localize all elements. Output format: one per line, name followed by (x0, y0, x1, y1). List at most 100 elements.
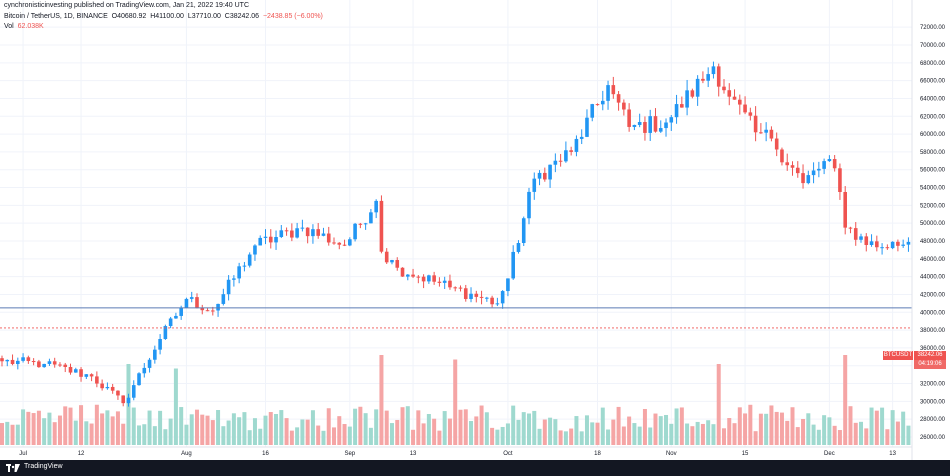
candle-body (822, 161, 826, 169)
symbol-line: Bitcoin / TetherUS, 1D, BINANCE O40680.9… (4, 13, 323, 20)
candle-body (448, 280, 452, 288)
candle-body (843, 192, 847, 228)
price-tick-label: 38000.00 (920, 328, 946, 334)
candle-body (411, 274, 415, 277)
volume-label[interactable]: Vol (4, 23, 14, 30)
volume-bar (664, 414, 669, 445)
volume-bar (447, 418, 452, 445)
volume-bar (21, 409, 26, 445)
volume-bar (68, 407, 73, 445)
candle-body (848, 227, 853, 229)
volume-bar (36, 410, 41, 445)
price-tick-label: 32000.00 (920, 382, 946, 388)
candle-body (827, 159, 832, 162)
candle-body (674, 104, 679, 118)
volume-bar (785, 420, 790, 445)
volume-bar (516, 419, 521, 445)
volume-bar (658, 416, 663, 445)
volume-bar (26, 411, 31, 445)
volume-bars (0, 355, 911, 445)
candle-body (558, 160, 563, 162)
volume-bar (837, 430, 842, 445)
volume-bar (542, 419, 547, 445)
candle-body (806, 175, 811, 184)
candle-body (811, 170, 816, 176)
candle-body (147, 359, 152, 368)
volume-bar (843, 355, 848, 445)
volume-bar (748, 404, 753, 445)
volume-bar (421, 423, 426, 445)
volume-bar (110, 416, 115, 445)
volume-bar (616, 406, 621, 445)
volume-bar (42, 418, 47, 445)
candle-body (374, 200, 378, 213)
volume-bar (495, 429, 500, 445)
price-tick-label: 68000.00 (920, 61, 946, 67)
candle-body (405, 274, 410, 277)
candle-body (237, 266, 241, 279)
volume-bar (806, 413, 811, 445)
candle-body (853, 228, 858, 240)
volume-bar (880, 407, 885, 445)
candle-body (326, 233, 331, 243)
price-tick-label: 26000.00 (920, 435, 946, 441)
volume-bar (558, 430, 563, 445)
footer-brand[interactable]: TradingView (24, 463, 63, 470)
candle-body (200, 307, 205, 311)
candle-body (221, 294, 226, 304)
candle-body (869, 241, 874, 246)
volume-bar (432, 418, 437, 445)
time-tick-label: 12 (78, 451, 85, 457)
candle-body (569, 150, 573, 152)
price-tick-label: 56000.00 (920, 168, 946, 174)
candle-body (616, 94, 621, 103)
volume-bar (669, 423, 674, 445)
candle-body (100, 383, 104, 389)
candle-body (701, 78, 705, 81)
volume-bar (706, 420, 711, 445)
volume-bar (368, 427, 373, 445)
volume-bar (906, 425, 911, 445)
candle-body (574, 138, 579, 152)
price-tick-label: 54000.00 (920, 186, 946, 192)
volume-bar (874, 410, 879, 445)
volume-bar (679, 407, 684, 445)
volume-bar (263, 415, 268, 445)
price-tick-label: 30000.00 (920, 399, 946, 405)
candle-body (5, 359, 10, 362)
candle-body (400, 267, 405, 277)
candle-body (801, 173, 805, 184)
volume-bar (142, 424, 147, 445)
candle-body (653, 116, 658, 132)
candle-body (174, 315, 178, 319)
volume-bar (690, 426, 695, 445)
chart-lines (0, 307, 912, 329)
candle-body (706, 74, 710, 81)
candle-body (727, 90, 732, 97)
candle-body (168, 318, 173, 327)
volume-bar (600, 407, 605, 445)
candle-body (189, 297, 194, 299)
candle-body (795, 167, 800, 174)
candle-body (395, 260, 400, 268)
candle-body (390, 260, 394, 263)
candle-body (0, 358, 4, 362)
chart-grid (0, 0, 912, 447)
symbol-title[interactable]: Bitcoin / TetherUS, 1D, BINANCE (4, 13, 108, 20)
price-tick-label: 40000.00 (920, 310, 946, 316)
candle-body (337, 242, 342, 245)
candle-body (300, 227, 305, 229)
candle-body (116, 390, 120, 396)
candle-body (242, 265, 247, 267)
candle-body (63, 364, 68, 367)
ohlc-change: −2438.85 (−6.00%) (262, 13, 323, 20)
volume-bar (405, 406, 410, 445)
candle-body (232, 278, 236, 280)
volume-bar (342, 424, 347, 445)
volume-bar (168, 418, 173, 445)
volume-bar (15, 424, 20, 445)
candle-body (363, 223, 368, 225)
volume-bar (374, 409, 379, 445)
volume-bar (890, 410, 895, 445)
